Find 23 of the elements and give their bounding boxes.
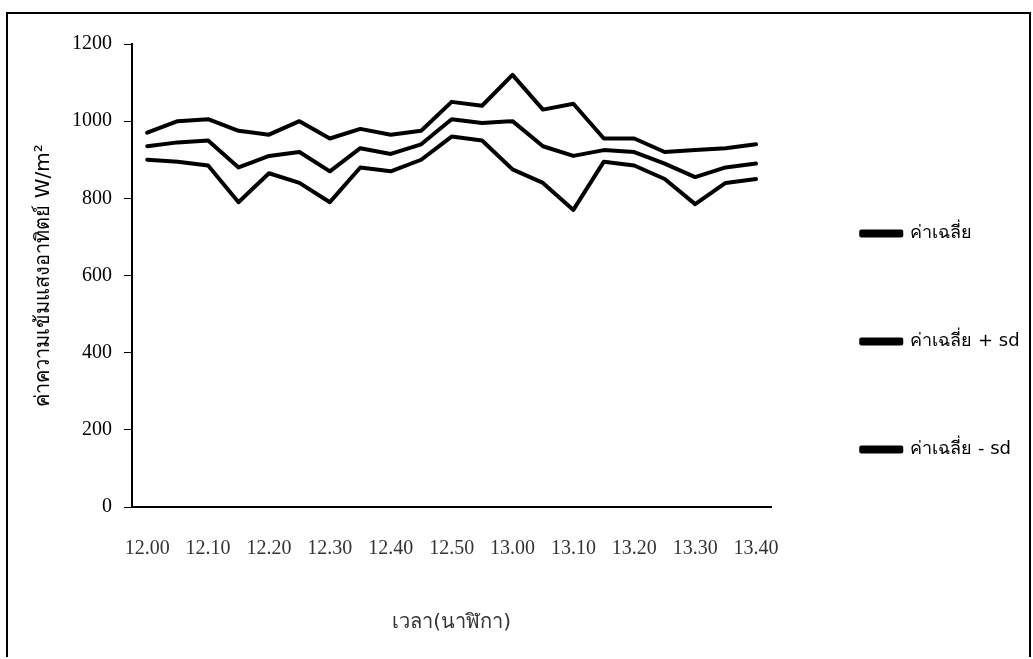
x-tick-label: 12.00 [124, 536, 170, 559]
x-tick-label: 12.20 [246, 536, 292, 559]
y-tick-label: 1000 [72, 108, 112, 131]
x-axis-title: เวลา(นาฬิกา) [392, 609, 511, 634]
x-tick-label: 12.30 [307, 536, 353, 559]
y-tick-label: 800 [82, 185, 112, 208]
y-tick-label: 600 [82, 262, 112, 285]
x-tick-label: 13.30 [672, 536, 718, 559]
x-tick-label: 13.20 [611, 536, 657, 559]
x-tick-label: 12.50 [429, 536, 475, 559]
y-tick-label: 0 [102, 494, 112, 517]
legend-label: ค่าเฉลี่ย + sd [910, 327, 1020, 351]
x-tick-label: 13.40 [733, 536, 779, 559]
y-tick-label: 200 [82, 417, 112, 440]
x-tick-label: 12.10 [185, 536, 231, 559]
x-tick-label: 12.40 [368, 536, 414, 559]
y-tick-label: 1200 [72, 31, 112, 54]
y-axis-title: ค่าความเข้มแสงอาทิตย์ W/m² [30, 144, 55, 407]
x-tick-label: 13.10 [550, 536, 596, 559]
legend-label: ค่าเฉลี่ย [910, 219, 973, 243]
legend-label: ค่าเฉลี่ย - sd [910, 435, 1011, 459]
x-tick-label: 13.00 [490, 536, 536, 559]
y-tick-label: 400 [82, 339, 112, 362]
